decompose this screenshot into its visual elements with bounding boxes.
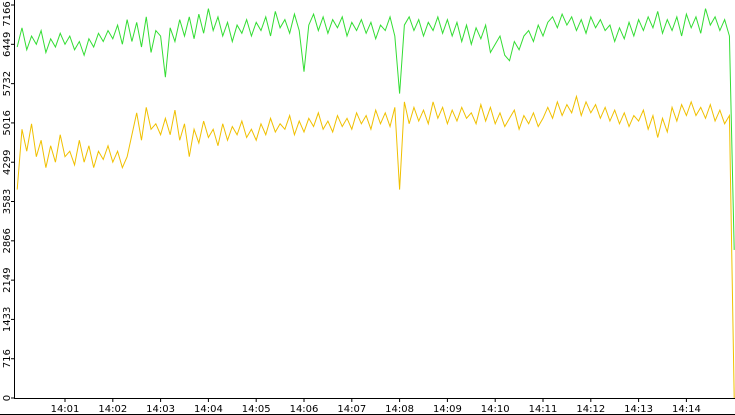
x-tick-label: 14:14 (672, 404, 701, 415)
x-tick-label: 14:05 (242, 404, 271, 415)
x-tick-label: 14:06 (290, 404, 319, 415)
x-tick-label: 14:07 (337, 404, 366, 415)
x-tick-label: 14:09 (433, 404, 462, 415)
x-tick-label: 14:02 (98, 404, 127, 415)
x-tick-label: 14:03 (146, 404, 175, 415)
y-tick-label: 0 (2, 395, 13, 401)
y-tick-label: 2866 (2, 228, 13, 253)
x-tick-label: 14:13 (624, 404, 653, 415)
y-tick-label: 3583 (2, 189, 13, 214)
y-tick-label: 4299 (2, 150, 13, 175)
y-tick-label: 716 (2, 349, 13, 368)
x-tick-label: 14:04 (194, 404, 223, 415)
x-tick-label: 14:12 (576, 404, 605, 415)
x-tick-label: 14:11 (529, 404, 558, 415)
x-tick-label: 14:10 (481, 404, 510, 415)
x-tick-label: 14:08 (385, 404, 414, 415)
y-tick-label: 1433 (2, 307, 13, 332)
y-tick-label: 5016 (2, 110, 13, 135)
y-tick-label: 7166 (2, 1, 13, 26)
y-tick-label: 2149 (2, 267, 13, 292)
series-line (16, 8, 735, 250)
x-tick-label: 14:01 (51, 404, 80, 415)
series-line (16, 94, 735, 399)
y-tick-label: 5732 (2, 71, 13, 96)
y-tick-label: 6449 (2, 32, 13, 57)
